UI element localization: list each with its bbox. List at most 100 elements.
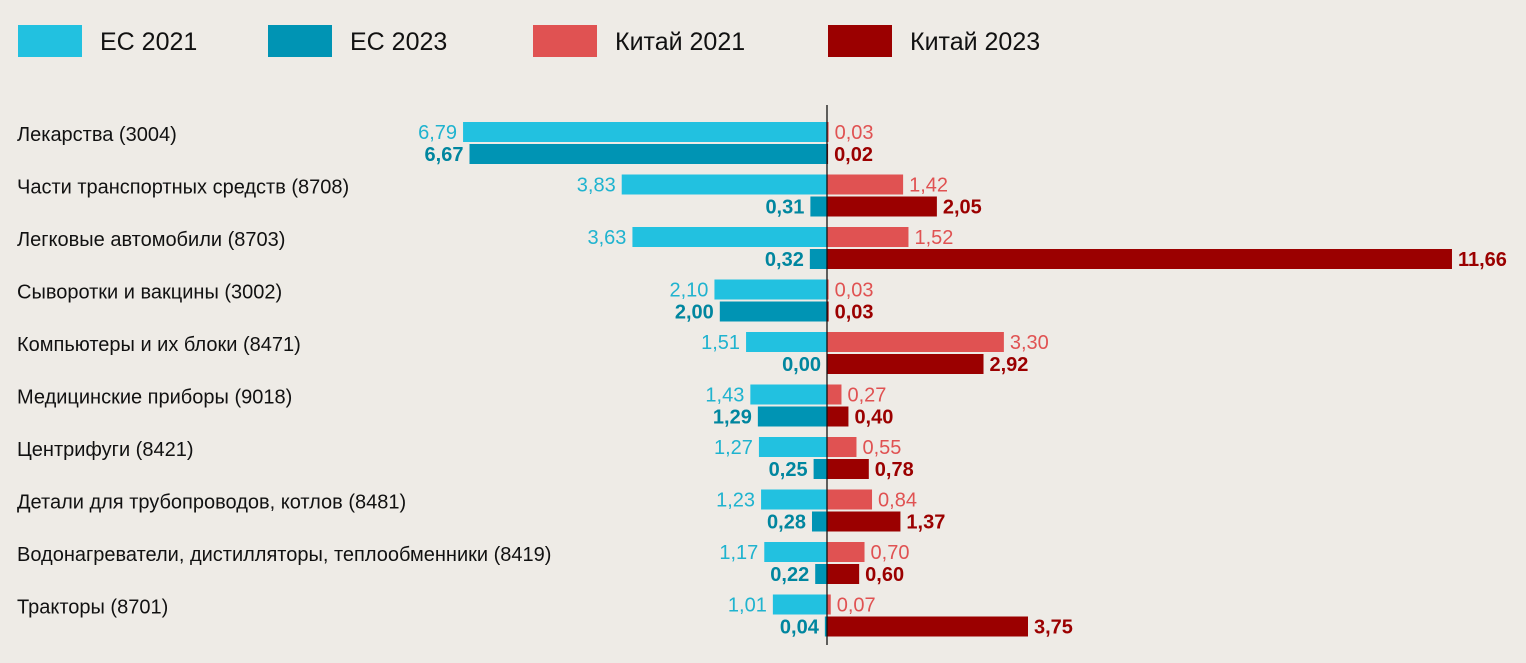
value-label: 0,40 — [854, 407, 893, 429]
bar-китай-2023 — [827, 354, 984, 374]
legend-swatch — [268, 25, 332, 57]
value-label: 1,37 — [906, 512, 945, 534]
value-label: 0,00 — [782, 354, 821, 376]
bar-ес-2023 — [811, 511, 827, 532]
value-label: 0,03 — [835, 280, 874, 302]
bar-ес-2021 — [772, 594, 827, 615]
value-label: 0,27 — [847, 385, 886, 407]
bar-ес-2023 — [809, 249, 827, 269]
legend-label: ЕС 2021 — [100, 28, 197, 56]
category-label: Детали для трубопроводов, котлов (8481) — [17, 492, 406, 514]
bar-ес-2021 — [750, 384, 827, 405]
bar-ес-2023 — [824, 616, 827, 637]
legend-swatch — [533, 25, 597, 57]
bar-ес-2021 — [761, 489, 827, 510]
value-label: 11,66 — [1458, 249, 1507, 271]
value-label: 2,05 — [943, 197, 982, 219]
value-label: 0,78 — [875, 459, 914, 481]
category-label: Тракторы (8701) — [17, 597, 168, 619]
bar-ес-2021 — [746, 332, 827, 352]
bar-ес-2023 — [813, 459, 827, 479]
value-label: 0,70 — [871, 542, 910, 564]
value-label: 2,00 — [675, 302, 714, 324]
bar-ес-2021 — [632, 227, 827, 247]
bar-ес-2023 — [719, 301, 827, 322]
category-label: Легковые автомобили (8703) — [17, 229, 285, 251]
bar-китай-2023 — [827, 249, 1452, 269]
value-label: 0,25 — [769, 459, 808, 481]
bar-китай-2021 — [827, 542, 865, 562]
bar-ес-2023 — [815, 564, 827, 584]
value-label: 3,63 — [587, 227, 626, 249]
value-label: 0,60 — [865, 564, 904, 586]
bar-ес-2021 — [714, 279, 827, 300]
category-label: Центрифуги (8421) — [17, 439, 193, 461]
value-label: 1,29 — [713, 407, 752, 429]
bar-китай-2023 — [827, 616, 1028, 637]
bar-ес-2021 — [764, 542, 827, 562]
value-label: 6,79 — [418, 122, 457, 144]
value-label: 6,67 — [425, 144, 464, 166]
value-label: 1,52 — [914, 227, 953, 249]
value-label: 1,43 — [705, 385, 744, 407]
category-label: Части транспортных средств (8708) — [17, 177, 349, 199]
category-label: Сыворотки и вакцины (3002) — [17, 282, 282, 304]
bar-китай-2023 — [827, 406, 849, 427]
bar-ес-2023 — [757, 406, 827, 427]
value-label: 0,03 — [835, 302, 874, 324]
value-label: 0,22 — [770, 564, 809, 586]
value-label: 1,23 — [716, 490, 755, 512]
legend-label: Китай 2021 — [615, 28, 745, 56]
value-label: 3,75 — [1034, 617, 1073, 639]
bar-ес-2021 — [758, 437, 827, 457]
value-label: 1,17 — [719, 542, 758, 564]
value-label: 0,02 — [834, 144, 873, 166]
value-label: 0,31 — [765, 197, 804, 219]
bar-китай-2023 — [827, 459, 869, 479]
bar-китай-2021 — [827, 332, 1004, 352]
legend-swatch — [18, 25, 82, 57]
value-label: 2,92 — [990, 354, 1029, 376]
bar-китай-2021 — [827, 384, 842, 405]
bar-китай-2021 — [827, 437, 857, 457]
bar-китай-2023 — [827, 196, 937, 217]
category-label: Компьютеры и их блоки (8471) — [17, 334, 301, 356]
value-label: 0,07 — [837, 595, 876, 617]
bars: 6,796,670,030,023,830,311,422,053,630,32… — [418, 122, 1507, 639]
bar-китай-2023 — [827, 564, 860, 584]
category-labels: Лекарства (3004) Части транспортных средс… — [17, 124, 551, 619]
bar-китай-2023 — [827, 301, 829, 322]
legend: ЕС 2021 ЕС 2023 Китай 2021 Китай 2023 — [18, 25, 1040, 57]
bar-китай-2021 — [827, 227, 909, 247]
value-label: 0,32 — [765, 249, 804, 271]
bar-ес-2021 — [621, 174, 827, 195]
value-label: 0,55 — [862, 437, 901, 459]
value-label: 1,42 — [909, 175, 948, 197]
bar-китай-2021 — [827, 489, 873, 510]
category-label: Медицинские приборы (9018) — [17, 387, 292, 409]
bar-китай-2021 — [827, 122, 829, 142]
legend-label: Китай 2023 — [910, 28, 1040, 56]
value-label: 0,04 — [780, 617, 820, 639]
value-label: 2,10 — [670, 280, 709, 302]
value-label: 3,30 — [1010, 332, 1049, 354]
value-label: 1,01 — [728, 595, 767, 617]
category-label: Лекарства (3004) — [17, 124, 177, 146]
bar-китай-2021 — [827, 594, 831, 615]
bar-китай-2021 — [827, 279, 829, 300]
value-label: 3,83 — [577, 175, 616, 197]
bar-ес-2021 — [463, 122, 827, 142]
bar-ес-2023 — [469, 144, 827, 164]
value-label: 0,03 — [835, 122, 874, 144]
bar-китай-2021 — [827, 174, 904, 195]
legend-swatch — [828, 25, 892, 57]
value-label: 1,51 — [701, 332, 740, 354]
legend-label: ЕС 2023 — [350, 28, 447, 56]
bar-китай-2023 — [827, 511, 901, 532]
value-label: 0,84 — [878, 490, 917, 512]
category-label: Водонагреватели, дистилляторы, теплообме… — [17, 544, 551, 566]
bar-ес-2023 — [810, 196, 827, 217]
value-label: 0,28 — [767, 512, 806, 534]
value-label: 1,27 — [714, 437, 753, 459]
